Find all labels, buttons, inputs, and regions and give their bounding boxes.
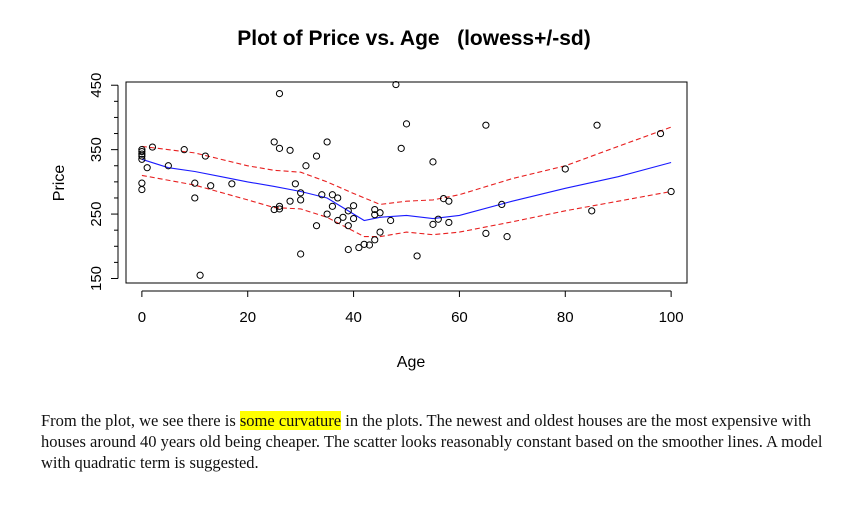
data-point	[445, 218, 453, 227]
data-point	[180, 146, 188, 154]
data-point	[588, 207, 596, 215]
data-point	[387, 216, 395, 225]
data-point	[360, 240, 368, 248]
data-point	[593, 121, 601, 129]
data-point	[270, 205, 278, 214]
data-point	[413, 252, 421, 260]
data-point	[349, 202, 358, 210]
data-point	[138, 179, 146, 187]
lowess-lines	[141, 126, 672, 238]
data-point	[344, 222, 352, 230]
price-vs-age-chart: Plot of Price vs. Age (lowess+/-sd) 0 20 4…	[51, 27, 688, 371]
data-point	[371, 205, 379, 214]
data-point	[275, 205, 284, 213]
data-point	[371, 236, 379, 244]
data-point	[376, 209, 384, 217]
x-tick-label: 100	[659, 309, 684, 326]
data-point	[482, 229, 490, 237]
data-point	[191, 194, 199, 202]
data-point	[445, 197, 453, 205]
data-point	[429, 220, 437, 228]
data-point	[143, 164, 151, 172]
data-point	[138, 152, 146, 160]
data-point	[561, 165, 569, 173]
data-point	[323, 210, 331, 218]
y-axis: 150 250 350 450	[88, 73, 119, 291]
x-tick-label: 40	[345, 309, 362, 326]
caption-text-start: From the plot, we see there is	[41, 411, 240, 430]
y-tick-label: 350	[88, 137, 105, 162]
y-tick-label: 150	[88, 266, 105, 291]
data-point	[297, 250, 305, 258]
plot-frame	[125, 81, 688, 284]
data-point	[275, 202, 284, 210]
data-point	[312, 222, 321, 230]
x-tick-label: 80	[557, 309, 574, 326]
data-point	[344, 207, 352, 215]
data-point	[207, 182, 215, 190]
x-axis-title: Age	[397, 354, 426, 371]
analysis-paragraph: From the plot, we see there is some curv…	[41, 410, 831, 473]
caption-text-end: in the plots. The newest and oldest hous…	[41, 411, 823, 472]
data-point	[355, 243, 363, 252]
y-tick-label: 450	[88, 73, 105, 98]
data-point	[656, 129, 665, 138]
lowess-line	[141, 158, 672, 222]
data-point	[196, 271, 204, 279]
y-tick-label: 250	[88, 202, 105, 227]
data-point	[339, 213, 347, 221]
data-point	[297, 189, 305, 197]
data-point	[365, 241, 374, 249]
data-point	[228, 180, 236, 188]
data-point	[275, 144, 284, 152]
data-point	[344, 245, 352, 254]
scatter-points	[138, 80, 675, 279]
data-point	[667, 187, 675, 196]
data-point	[270, 138, 278, 146]
data-point	[397, 144, 405, 152]
data-point	[191, 179, 199, 187]
x-tick-label: 20	[239, 309, 256, 326]
sd-band-line	[141, 174, 672, 238]
data-point	[323, 138, 331, 146]
highlighted-phrase: some curvature	[239, 411, 342, 430]
data-point	[275, 89, 284, 98]
data-point	[328, 191, 337, 199]
sd-band-line	[141, 126, 672, 205]
data-point	[286, 197, 294, 205]
data-point	[429, 158, 437, 166]
data-point	[318, 191, 326, 199]
data-point	[297, 196, 305, 204]
x-tick-label: 0	[138, 309, 146, 326]
x-tick-label: 60	[451, 309, 468, 326]
data-point	[349, 214, 358, 223]
data-point	[503, 233, 511, 241]
data-point	[138, 155, 146, 163]
data-point	[328, 202, 337, 210]
data-point	[434, 215, 442, 223]
data-point	[291, 180, 299, 188]
data-point	[138, 150, 146, 158]
data-point	[334, 216, 342, 225]
data-point	[286, 146, 294, 154]
data-point	[302, 162, 310, 170]
data-point	[376, 228, 384, 236]
data-point	[312, 152, 321, 160]
data-point	[482, 121, 490, 129]
data-point	[148, 143, 157, 151]
data-point	[138, 185, 146, 194]
x-axis: 0 20 40 60 80 100	[138, 290, 684, 326]
data-point	[201, 152, 209, 160]
data-point	[392, 80, 400, 89]
data-point	[334, 194, 342, 202]
chart-title: Plot of Price vs. Age (lowess+/-sd)	[237, 27, 590, 50]
data-point	[402, 120, 411, 128]
data-point	[498, 200, 506, 209]
data-point	[138, 147, 146, 156]
y-axis-title: Price	[51, 165, 68, 202]
data-point	[164, 162, 172, 170]
